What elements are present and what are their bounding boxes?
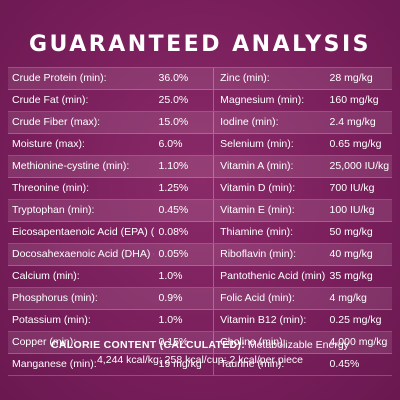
- table-row: Methionine-cystine (min): 1.10% Vitamin A …: [8, 156, 392, 178]
- left-nutrient-name: Threonine (min):: [12, 182, 90, 194]
- right-nutrient-value: 28 mg/kg: [329, 72, 373, 84]
- right-nutrient-value: 0.65 mg/kg: [329, 138, 382, 150]
- right-nutrient-value: 4 mg/kg: [329, 292, 367, 304]
- right-nutrient-value: 4,000 mg/kg: [329, 336, 388, 348]
- left-nutrient-value: 1.0%: [154, 310, 215, 331]
- left-nutrient-value: 0.08%: [154, 222, 215, 243]
- left-nutrient-value: 0.15%: [154, 332, 215, 353]
- right-nutrient-value: 160 mg/kg: [329, 94, 379, 106]
- page-title: GUARANTEED ANALYSIS: [29, 32, 371, 57]
- right-nutrient-value: 25,000 IU/kg: [329, 160, 390, 172]
- table-row: Moisture (max): 6.0% Selenium (min): 0.65 m…: [8, 134, 392, 156]
- left-nutrient-name: Crude Fat (min):: [12, 94, 89, 106]
- right-nutrient-name: Choline (min):: [220, 336, 286, 348]
- right-nutrient-name: Taurine (min):: [220, 358, 285, 370]
- left-nutrient-name: Copper (min):: [12, 336, 77, 348]
- left-nutrient-value: 15.0%: [154, 112, 215, 133]
- table-row: Potassium (min): 1.0% Vitamin B12 (min): 0.…: [8, 310, 392, 332]
- table-row: Phosphorus (min): 0.9% Folic Acid (min): 4 …: [8, 288, 392, 310]
- left-nutrient-name: Potassium (min):: [12, 314, 91, 326]
- calorie-heading-line: CALORIE CONTENT (CALCULATED): Metaboliza…: [0, 338, 400, 353]
- table-row: Calcium (min): 1.0% Pantothenic Acid (min)…: [8, 266, 392, 288]
- left-nutrient-name: Docosahexaenoic Acid (DHA) (min):: [12, 248, 154, 260]
- left-nutrient-value: 0.45%: [154, 200, 215, 221]
- table-row: Crude Fiber (max): 15.0% Iodine (min): 2.4 …: [8, 112, 392, 134]
- left-nutrient-name: Crude Fiber (max):: [12, 116, 101, 128]
- right-nutrient-name: Vitamin E (min):: [220, 204, 295, 216]
- table-row: Copper (min): 0.15% Choline (min): 4,000 mg…: [8, 332, 392, 354]
- left-nutrient-name: Eicosapentaenoic Acid (EPA) (min):: [12, 226, 155, 238]
- right-nutrient-value: 50 mg/kg: [329, 226, 373, 238]
- right-nutrient-name: Magnesium (min):: [220, 94, 305, 106]
- left-nutrient-value: 25.0%: [154, 90, 215, 111]
- left-nutrient-value: 0.05%: [154, 244, 215, 265]
- right-nutrient-name: Zinc (min):: [220, 72, 270, 84]
- left-nutrient-value: 6.0%: [154, 134, 215, 155]
- table-row: Manganese (min): 19 mg/kg Taurine (min): 0.…: [8, 354, 392, 376]
- left-nutrient-name: Phosphorus (min):: [12, 292, 98, 304]
- calorie-values: 4,244 kcal/kg; 258 kcal/cup; 2 kcal/per …: [96, 354, 304, 366]
- left-nutrient-name: Calcium (min):: [12, 270, 80, 282]
- left-nutrient-name: Moisture (max):: [12, 138, 85, 150]
- left-nutrient-value: 19 mg/kg: [154, 354, 215, 375]
- calorie-label-suffix: Metabolizable Energy: [245, 339, 349, 351]
- right-nutrient-name: Iodine (min):: [220, 116, 279, 128]
- left-nutrient-value: 1.0%: [154, 266, 215, 287]
- table-row: Threonine (min): 1.25% Vitamin D (min): 700…: [8, 178, 392, 200]
- right-nutrient-name: Thiamine (min):: [220, 226, 294, 238]
- right-nutrient-value: 40 mg/kg: [329, 248, 373, 260]
- right-nutrient-name: Vitamin B12 (min):: [220, 314, 307, 326]
- right-nutrient-value: 700 IU/kg: [329, 182, 375, 194]
- analysis-table: Crude Protein (min): 36.0% Zinc (min): 28 m…: [8, 67, 392, 376]
- table-row: Crude Fat (min): 25.0% Magnesium (min): 160…: [8, 90, 392, 112]
- left-nutrient-name: Methionine-cystine (min):: [12, 160, 130, 172]
- calorie-label: CALORIE CONTENT (CALCULATED):: [51, 339, 246, 351]
- left-nutrient-value: 0.9%: [154, 288, 215, 309]
- right-nutrient-name: Selenium (min):: [220, 138, 294, 150]
- right-nutrient-name: Folic Acid (min):: [220, 292, 295, 304]
- right-nutrient-value: 0.25 mg/kg: [329, 314, 382, 326]
- table-row: Tryptophan (min): 0.45% Vitamin E (min): 10…: [8, 200, 392, 222]
- left-nutrient-name: Manganese (min):: [12, 358, 97, 370]
- right-nutrient-value: 35 mg/kg: [329, 270, 373, 282]
- right-nutrient-name: Vitamin D (min):: [220, 182, 296, 194]
- table-row: Eicosapentaenoic Acid (EPA) (min):0.08% T…: [8, 222, 392, 244]
- right-nutrient-value: 100 IU/kg: [329, 204, 375, 216]
- right-nutrient-name: Vitamin A (min):: [220, 160, 294, 172]
- right-nutrient-value: 2.4 mg/kg: [329, 116, 376, 128]
- left-nutrient-value: 1.25%: [154, 178, 215, 199]
- table-row: Crude Protein (min): 36.0% Zinc (min): 28 m…: [8, 68, 392, 90]
- calorie-content: CALORIE CONTENT (CALCULATED): Metaboliza…: [0, 338, 400, 368]
- table-row: Docosahexaenoic Acid (DHA) (min):0.05% Ri…: [8, 244, 392, 266]
- left-nutrient-name: Tryptophan (min):: [12, 204, 95, 216]
- left-nutrient-value: 36.0%: [154, 68, 215, 89]
- right-nutrient-name: Riboflavin (min):: [220, 248, 296, 260]
- left-nutrient-value: 1.10%: [154, 156, 215, 177]
- left-nutrient-name: Crude Protein (min):: [12, 72, 107, 84]
- right-nutrient-value: 0.45%: [329, 358, 360, 370]
- right-nutrient-name: Pantothenic Acid (min):: [220, 270, 326, 282]
